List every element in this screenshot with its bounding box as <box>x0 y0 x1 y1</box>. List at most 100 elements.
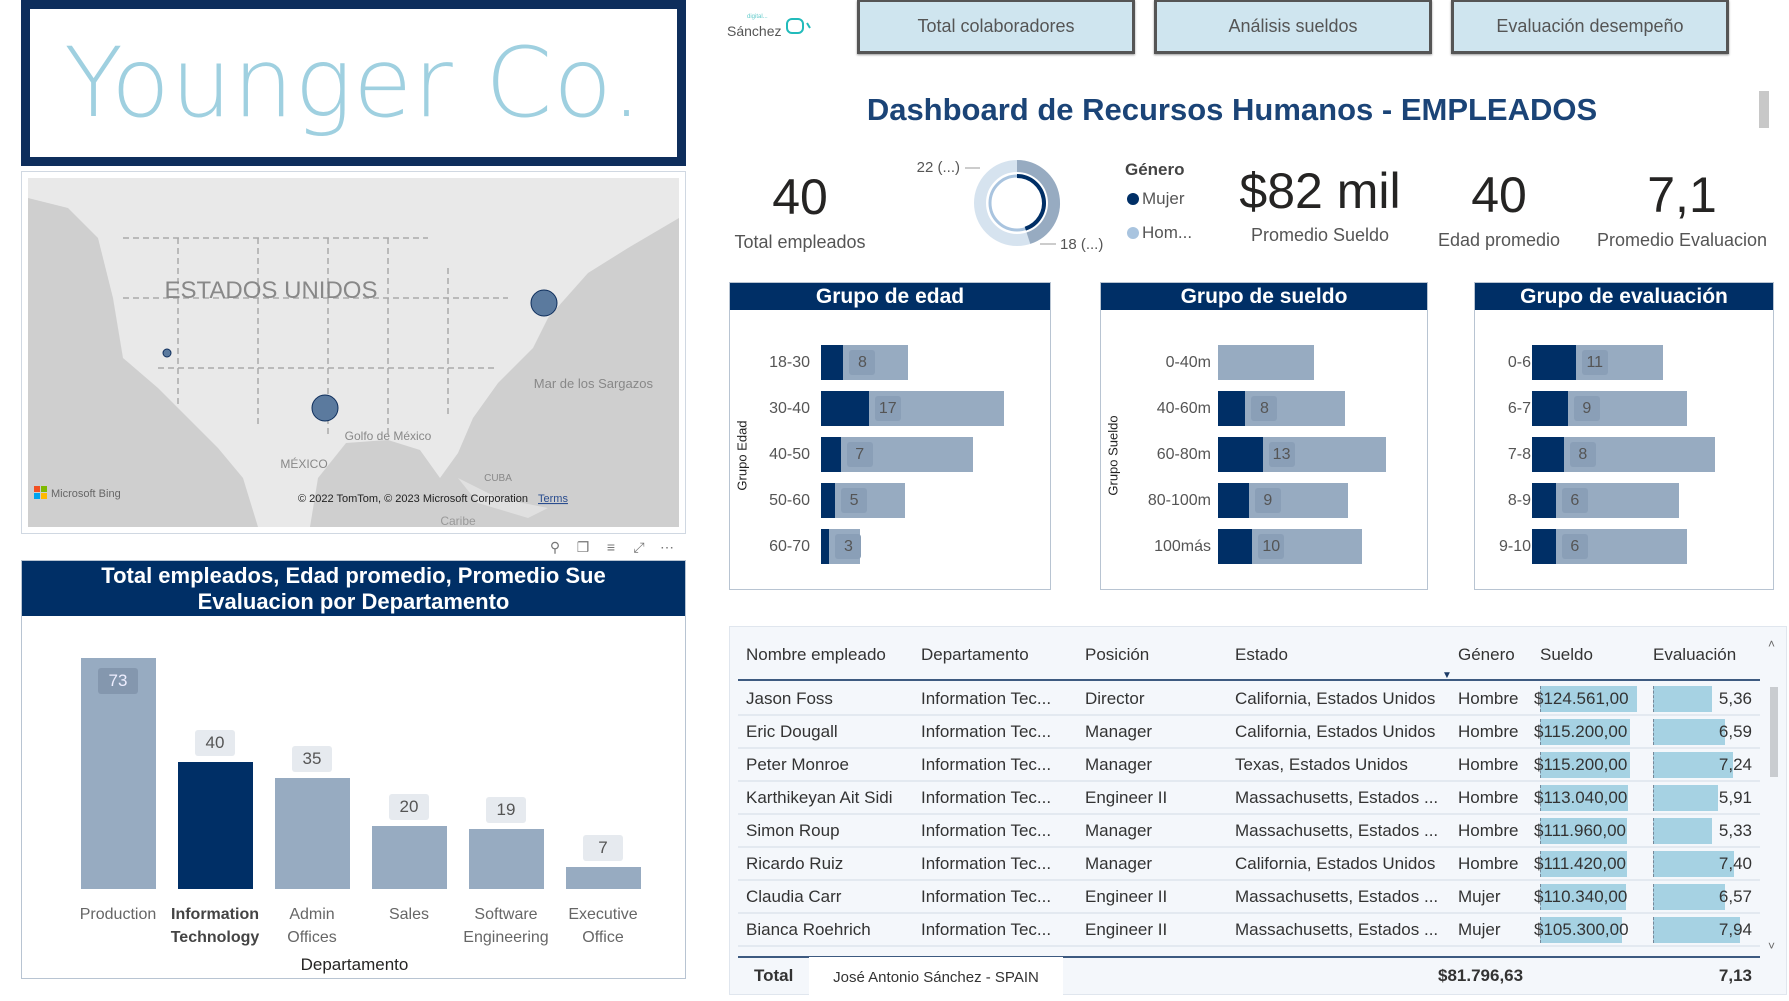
table-row[interactable]: Bianca Roehrich Information Tec... Enginee… <box>738 914 1760 947</box>
employee-table[interactable]: Nombre empleado Departamento Posición Estad… <box>729 626 1787 995</box>
bar-highlighted-80-100m[interactable] <box>1218 483 1249 518</box>
table-row[interactable]: Karthikeyan Ait Sidi Information Tec... En… <box>738 782 1760 815</box>
bar-highlighted-50-60[interactable] <box>821 483 836 518</box>
bar-information-technology[interactable] <box>178 762 253 889</box>
kpi-edad-promedio-label: Edad promedio <box>1437 230 1561 250</box>
bar-highlighted-60-80m[interactable] <box>1218 437 1263 472</box>
column-header-género[interactable]: Género <box>1458 645 1515 664</box>
bar-highlighted-6-7[interactable] <box>1532 391 1568 426</box>
map-bubble-massachusetts[interactable] <box>530 289 558 317</box>
bar-total-60-70[interactable]: 3 <box>821 529 862 564</box>
evaluation-bar <box>1653 917 1741 943</box>
bar-total-40-50[interactable]: 7 <box>821 437 973 472</box>
bar-sales[interactable] <box>372 825 447 889</box>
header-divider <box>738 679 1760 681</box>
table-row[interactable]: Ricardo Ruiz Information Tec... Manager Cal… <box>738 848 1760 881</box>
bar-highlighted-0-6[interactable] <box>1532 345 1576 380</box>
column-header-posición[interactable]: Posición <box>1085 645 1150 664</box>
nav-button-analisis-sueldos[interactable]: Análisis sueldos <box>1154 0 1432 54</box>
grupo-evaluacion-chart[interactable]: Grupo de evaluación 0-6 11 6-7 9 7-8 8 8-9 6 9-1… <box>1474 282 1774 590</box>
category-label: Admin Offices <box>287 906 337 946</box>
data-label: 20 <box>389 793 429 820</box>
table-row[interactable]: Claudia Carr Information Tec... Engineer I… <box>738 881 1760 914</box>
evaluation-bar <box>1653 686 1712 712</box>
data-label: 9 <box>1573 396 1600 421</box>
bar-total-9-10[interactable]: 6 <box>1532 529 1688 564</box>
map-terms-link[interactable]: Terms <box>538 493 568 505</box>
bar-highlighted-40-50[interactable] <box>821 437 841 472</box>
map-bubble-california[interactable] <box>162 348 172 358</box>
table-row[interactable]: Jason Foss Information Tec... Director Cali… <box>738 683 1760 716</box>
bar-total-100más[interactable]: 10 <box>1218 529 1363 564</box>
donut-slice-mujer[interactable] <box>1016 160 1060 244</box>
sort-desc-icon[interactable]: ▼ <box>1442 670 1452 681</box>
bar-total-80-100m[interactable]: 9 <box>1218 483 1349 518</box>
column-header-evaluación[interactable]: Evaluación <box>1653 645 1737 664</box>
cell-estado: Massachusetts, Estados ... <box>1235 920 1439 939</box>
bar-total-0-40m[interactable] <box>1218 345 1315 380</box>
more-options-icon[interactable]: ⋯ <box>655 536 679 558</box>
bar-total-0-6[interactable]: 11 <box>1532 345 1664 380</box>
bar-highlighted-100más[interactable] <box>1218 529 1253 564</box>
donut-label-hombre: 22 (...) <box>917 159 960 176</box>
grupo-sueldo-chart[interactable]: Grupo de sueldo Grupo Sueldo 0-40m 40-60m… <box>1100 282 1428 590</box>
map-visual[interactable]: ESTADOS UNIDOS Mar de los Sargazos Golfo… <box>21 171 686 534</box>
data-label: 8 <box>1569 442 1596 467</box>
pin-icon[interactable]: ⚲ <box>543 536 567 558</box>
data-label: 8 <box>1251 396 1278 421</box>
department-chart[interactable]: ⚲ ❐ ≡ ⤢ ⋯ Total empleados, Edad promedio… <box>21 536 686 979</box>
bar-highlighted-30-40[interactable] <box>821 391 869 426</box>
legend-item-hombre[interactable]: Hom... <box>1127 223 1192 243</box>
column-header-nombre-empleado[interactable]: Nombre empleado <box>746 645 886 664</box>
cell-departamento: Information Tec... <box>921 821 1052 840</box>
bar-total-40-60m[interactable]: 8 <box>1218 391 1345 426</box>
bar-highlighted-40-60m[interactable] <box>1218 391 1246 426</box>
map-label-golfo: Golfo de México <box>345 429 432 443</box>
gender-donut-chart[interactable]: 22 (...) 18 (...) <box>910 150 1115 260</box>
bar-highlighted-8-9[interactable] <box>1532 483 1556 518</box>
cell-estado: California, Estados Unidos <box>1235 689 1436 708</box>
visual-header-toolbar: ⚲ ❐ ≡ ⤢ ⋯ <box>543 536 679 558</box>
table-row[interactable]: Simon Roup Information Tec... Manager Massa… <box>738 815 1760 848</box>
scroll-down-icon[interactable]: ˅ <box>1768 939 1776 953</box>
bar-executive-office[interactable] <box>566 866 641 889</box>
data-label: 9 <box>1254 488 1281 513</box>
column-header-estado[interactable]: Estado <box>1235 645 1288 664</box>
bar-highlighted-60-70[interactable] <box>821 529 830 564</box>
bar-total-50-60[interactable]: 5 <box>821 483 906 518</box>
bar-total-18-30[interactable]: 8 <box>821 345 909 380</box>
bar-total-6-7[interactable]: 9 <box>1532 391 1688 426</box>
cell-sueldo: $115.200,00 <box>1534 755 1628 774</box>
nav-button-evaluacion-desempeno[interactable]: Evaluación desempeño <box>1451 0 1729 54</box>
bar-total-7-8[interactable]: 8 <box>1532 437 1716 472</box>
bar-software-engineering[interactable] <box>469 828 544 889</box>
bar-highlighted-18-30[interactable] <box>821 345 844 380</box>
bar-total-8-9[interactable]: 6 <box>1532 483 1680 518</box>
column-header-departamento[interactable]: Departamento <box>921 645 1029 664</box>
copy-icon[interactable]: ❐ <box>571 536 595 558</box>
column-header-sueldo[interactable]: Sueldo <box>1540 645 1593 664</box>
category-label: Information Technology <box>170 906 260 946</box>
cell-estado: Massachusetts, Estados ... <box>1235 788 1439 807</box>
filter-icon[interactable]: ≡ <box>599 536 623 558</box>
bar-total-30-40[interactable]: 17 <box>821 391 1004 426</box>
legend-item-mujer[interactable]: Mujer <box>1127 189 1185 209</box>
data-label: 5 <box>841 488 868 513</box>
bar-total-60-80m[interactable]: 13 <box>1218 437 1387 472</box>
data-label: 3 <box>835 534 862 559</box>
grupo-edad-chart[interactable]: Grupo de edad Grupo Edad 18-30 8 30-40 17 40… <box>729 282 1051 590</box>
table-row[interactable]: Peter Monroe Information Tec... Manager Tex… <box>738 749 1760 782</box>
focus-mode-icon[interactable]: ⤢ <box>627 536 651 558</box>
bar-admin-offices[interactable] <box>275 778 350 889</box>
map-label-sargazos: Mar de los Sargazos <box>534 376 654 391</box>
table-scrollbar[interactable] <box>1770 687 1778 777</box>
table-row[interactable]: Eric Dougall Information Tec... Manager Cal… <box>738 716 1760 749</box>
bar-production[interactable]: 73 <box>81 658 156 889</box>
bar-highlighted-7-8[interactable] <box>1532 437 1564 472</box>
nav-button-total-colaboradores[interactable]: Total colaboradores <box>857 0 1135 54</box>
map-canvas[interactable]: ESTADOS UNIDOS Mar de los Sargazos Golfo… <box>28 178 679 527</box>
bar-highlighted-9-10[interactable] <box>1532 529 1556 564</box>
page-scrollbar[interactable] <box>1759 91 1769 128</box>
map-bubble-texas[interactable] <box>311 394 339 422</box>
scroll-up-icon[interactable]: ˄ <box>1768 637 1776 651</box>
